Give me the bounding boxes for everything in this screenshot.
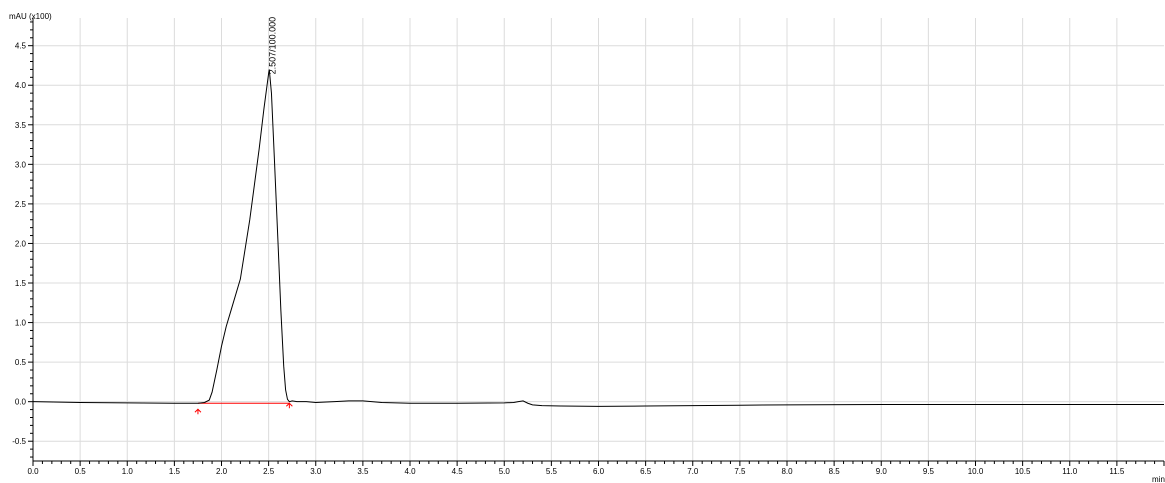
x-tick-label: 3.5	[357, 467, 369, 476]
x-tick-label: 11.0	[1062, 467, 1078, 476]
x-tick-label: 3.0	[310, 467, 322, 476]
x-axis-unit-label: min	[1152, 475, 1165, 483]
integration-baselines	[194, 402, 293, 415]
x-tick-label: 0.0	[27, 467, 39, 476]
peak-label: 2.507/100.000	[267, 17, 277, 75]
series-traces	[32, 69, 1164, 407]
x-tick-label: 11.5	[1109, 467, 1125, 476]
x-tick-label: 7.0	[687, 467, 699, 476]
x-tick-label: 4.5	[452, 467, 464, 476]
y-tick-label: 0.0	[15, 398, 27, 407]
x-tick-label: 7.5	[734, 467, 746, 476]
x-tick-label: 9.5	[923, 467, 935, 476]
x-tick-label: 5.5	[546, 467, 558, 476]
y-tick-label: 1.0	[15, 319, 27, 328]
x-tick-label: 1.5	[169, 467, 181, 476]
baseline-marker	[286, 402, 293, 409]
x-tick-label: 5.0	[499, 467, 511, 476]
x-tick-label: 2.5	[263, 467, 275, 476]
x-tick-label: 10.5	[1015, 467, 1031, 476]
x-tick-label: 2.0	[216, 467, 228, 476]
peak-annotations: 2.507/100.000	[267, 17, 277, 75]
y-tick-label: 4.5	[15, 42, 27, 51]
x-tick-label: 4.0	[404, 467, 416, 476]
x-tick-label: 6.5	[640, 467, 652, 476]
x-tick-label: 1.0	[122, 467, 134, 476]
y-tick-label: 2.5	[15, 200, 27, 209]
x-tick-label: 6.0	[593, 467, 605, 476]
baseline-marker	[194, 408, 202, 415]
y-tick-label: 1.5	[15, 279, 27, 288]
minor-ticks	[28, 21, 1165, 466]
x-tick-label: 8.0	[781, 467, 793, 476]
y-tick-label: 3.0	[15, 160, 27, 169]
tick-labels: 0.0 0.5 1.0 1.5 2.0 2.5 3.0 3.5 4.0 4.5 5.0 5.5 6.0 6…	[12, 42, 1125, 476]
chromatogram-trace	[32, 69, 1164, 407]
x-tick-label: 9.0	[876, 467, 888, 476]
y-tick-label: -0.5	[12, 437, 26, 446]
x-tick-label: 0.5	[75, 467, 87, 476]
grid-lines	[32, 18, 1164, 461]
y-tick-label: 3.5	[15, 121, 27, 130]
y-tick-label: 2.0	[15, 239, 27, 248]
y-axis-unit-label: mAU (x100)	[9, 12, 52, 21]
y-tick-label: 4.0	[15, 81, 27, 90]
x-tick-label: 10.0	[968, 467, 984, 476]
y-tick-label: 0.5	[15, 358, 27, 367]
x-tick-label: 8.5	[829, 467, 841, 476]
